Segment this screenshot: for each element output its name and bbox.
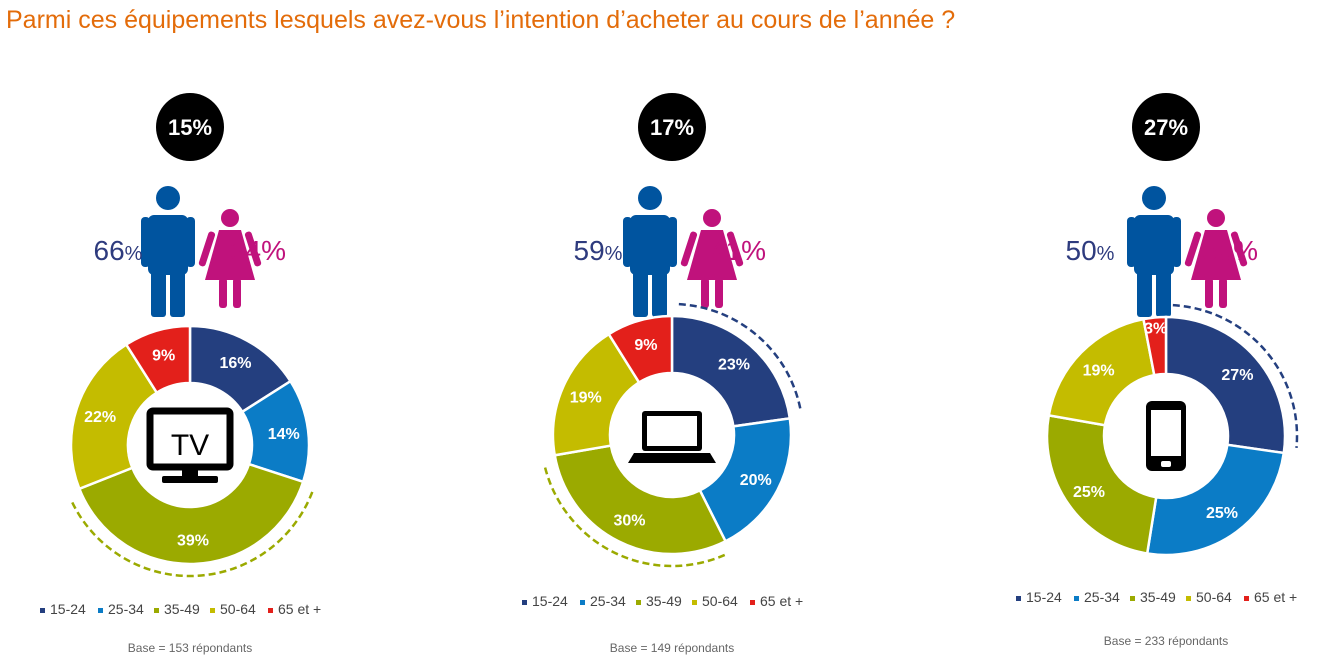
highlight-arc [678,302,802,411]
donut-segment-15-24 [1164,315,1287,455]
page-title: Parmi ces équipements lesquels avez-vous… [6,6,956,34]
intent-bubble [1132,93,1200,161]
segment-label: 39% [177,532,209,549]
segment-label: 22% [84,409,116,426]
legend-label: 65 et + [278,601,321,617]
smartphone-icon [1146,401,1186,471]
intent-bubble [638,93,706,161]
base-note: Base = 149 répondants [610,641,734,655]
highlight-arc [543,463,726,568]
segment-label: 3% [1144,320,1167,337]
female-percentage: 50% [1202,235,1258,266]
donut-segment-35-49 [1045,413,1158,555]
female-percentage: 41% [710,235,766,266]
donut-segment-65-et- [124,324,192,395]
male-icon [141,186,195,317]
donut-segment-35-49 [553,444,728,556]
legend-label: 35-49 [1140,589,1176,605]
legend-label: 25-34 [108,601,144,617]
legend-swatch [750,600,755,605]
legend-swatch [522,600,527,605]
male-percentage: 50% [1066,235,1115,266]
segment-label: 16% [220,355,252,372]
legend-swatch [268,608,273,613]
highlight-arc [1172,303,1299,448]
intent-value: 27% [1144,115,1188,140]
legend-label: 15-24 [1026,589,1062,605]
legend-label: 50-64 [702,593,738,609]
segment-label: 19% [570,389,602,406]
legend-swatch [1074,596,1079,601]
segment-label: 9% [152,347,175,364]
segment-label: 9% [634,337,657,354]
chart-1: 15% 66% 34% 16% 14% 39% 22% 9% TV 15-24 25-34 35-49… [40,93,321,655]
donut-segment-50-64 [69,342,159,491]
legend-label: 65 et + [1254,589,1297,605]
legend: 15-24 25-34 35-49 50-64 65 et + [1016,589,1297,605]
donut-segment-15-24 [670,314,792,428]
legend-label: 25-34 [590,593,626,609]
legend-label: 25-34 [1084,589,1120,605]
intent-value: 15% [168,115,212,140]
base-note: Base = 153 répondants [128,641,252,655]
legend-swatch [210,608,215,613]
male-icon [623,186,677,317]
chart-3: 27% 50% 50% 27% 25% 25% 19% 3% 15-24 25-34 35-49 50… [1016,93,1299,648]
legend-swatch [692,600,697,605]
male-percentage: 59% [574,235,623,266]
segment-label: 23% [718,357,750,374]
legend-swatch [1130,596,1135,601]
legend-label: 35-49 [164,601,200,617]
female-percentage: 34% [230,235,286,266]
legend: 15-24 25-34 35-49 50-64 65 et + [522,593,803,609]
segment-label: 25% [1073,484,1105,501]
donut-segment-35-49 [77,462,305,566]
legend-swatch [1186,596,1191,601]
male-icon [1127,186,1181,317]
intent-value: 17% [650,115,694,140]
legend: 15-24 25-34 35-49 50-64 65 et + [40,601,321,617]
segment-label: 19% [1083,363,1115,380]
legend-swatch [40,608,45,613]
laptop-icon [628,411,716,463]
segment-label: 20% [740,472,772,489]
female-icon [198,209,262,308]
donut-segment-25-34 [698,416,793,543]
legend-label: 65 et + [760,593,803,609]
legend-label: 15-24 [532,593,568,609]
donut-segment-65-et- [1142,315,1168,377]
chart-2: 17% 59% 41% 23% 20% 30% 19% 9% 15-24 25-34 35-49 50… [522,93,803,655]
female-icon [1184,209,1248,308]
male-percentage: 66% [94,235,143,266]
donut-segment-25-34 [1145,443,1286,557]
legend-swatch [1244,596,1249,601]
legend-label: 35-49 [646,593,682,609]
legend-swatch [1016,596,1021,601]
donut-segment-65-et- [607,314,674,385]
segment-label: 27% [1221,367,1253,384]
base-note: Base = 233 répondants [1104,634,1228,648]
legend-swatch [154,608,159,613]
segment-label: 25% [1206,505,1238,522]
legend-swatch [580,600,585,605]
legend-label: 50-64 [220,601,256,617]
legend-swatch [636,600,641,605]
tv-label: TV [171,429,209,462]
intent-bubble [156,93,224,161]
segment-label: 30% [613,512,645,529]
legend-swatch [98,608,103,613]
highlight-arc [69,491,314,578]
tv-icon: TV [146,407,234,483]
legend-label: 50-64 [1196,589,1232,605]
legend-label: 15-24 [50,601,86,617]
female-icon [680,209,744,308]
segment-label: 14% [268,426,300,443]
